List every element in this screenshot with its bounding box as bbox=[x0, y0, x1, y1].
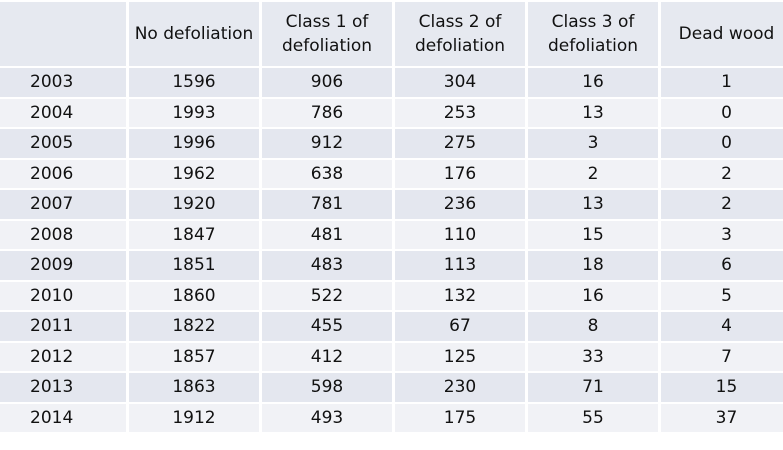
value-cell: 1822 bbox=[129, 312, 259, 341]
value-cell: 110 bbox=[395, 220, 525, 249]
value-cell: 8 bbox=[528, 312, 658, 341]
corner-cell bbox=[0, 2, 126, 66]
value-cell: 481 bbox=[262, 220, 392, 249]
value-cell: 16 bbox=[528, 68, 658, 97]
value-cell: 1962 bbox=[129, 159, 259, 188]
value-cell: 2 bbox=[661, 159, 783, 188]
value-cell: 67 bbox=[395, 312, 525, 341]
value-cell: 0 bbox=[661, 129, 783, 158]
value-cell: 2 bbox=[528, 159, 658, 188]
value-cell: 1 bbox=[661, 68, 783, 97]
value-cell: 236 bbox=[395, 190, 525, 219]
table-row: 2007 1920 781 236 13 2 bbox=[0, 190, 783, 219]
value-cell: 253 bbox=[395, 98, 525, 127]
table-row: 2005 1996 912 275 3 0 bbox=[0, 129, 783, 158]
table-row: 2008 1847 481 110 15 3 bbox=[0, 220, 783, 249]
table-row: 2004 1993 786 253 13 0 bbox=[0, 98, 783, 127]
value-cell: 55 bbox=[528, 403, 658, 432]
value-cell: 175 bbox=[395, 403, 525, 432]
value-cell: 1847 bbox=[129, 220, 259, 249]
value-cell: 1920 bbox=[129, 190, 259, 219]
value-cell: 3 bbox=[661, 220, 783, 249]
year-cell: 2013 bbox=[0, 373, 126, 402]
value-cell: 37 bbox=[661, 403, 783, 432]
value-cell: 113 bbox=[395, 251, 525, 280]
year-cell: 2008 bbox=[0, 220, 126, 249]
value-cell: 16 bbox=[528, 281, 658, 310]
year-cell: 2004 bbox=[0, 98, 126, 127]
year-cell: 2009 bbox=[0, 251, 126, 280]
year-cell: 2006 bbox=[0, 159, 126, 188]
value-cell: 493 bbox=[262, 403, 392, 432]
value-cell: 483 bbox=[262, 251, 392, 280]
table-row: 2012 1857 412 125 33 7 bbox=[0, 342, 783, 371]
value-cell: 1596 bbox=[129, 68, 259, 97]
column-header: Class 2 of defoliation bbox=[395, 2, 525, 66]
value-cell: 125 bbox=[395, 342, 525, 371]
table-row: 2014 1912 493 175 55 37 bbox=[0, 403, 783, 432]
value-cell: 1860 bbox=[129, 281, 259, 310]
value-cell: 304 bbox=[395, 68, 525, 97]
defoliation-table: No defoliation Class 1 of defoliation Clas… bbox=[0, 2, 783, 432]
table-row: 2010 1860 522 132 16 5 bbox=[0, 281, 783, 310]
value-cell: 7 bbox=[661, 342, 783, 371]
value-cell: 906 bbox=[262, 68, 392, 97]
value-cell: 0 bbox=[661, 98, 783, 127]
column-header: Class 3 of defoliation bbox=[528, 2, 658, 66]
table-body: 2003 1596 906 304 16 1 2004 1993 786 253 13 0 2005 19… bbox=[0, 68, 783, 432]
value-cell: 4 bbox=[661, 312, 783, 341]
year-cell: 2014 bbox=[0, 403, 126, 432]
table-row: 2013 1863 598 230 71 15 bbox=[0, 373, 783, 402]
value-cell: 13 bbox=[528, 190, 658, 219]
value-cell: 412 bbox=[262, 342, 392, 371]
year-cell: 2003 bbox=[0, 68, 126, 97]
value-cell: 1863 bbox=[129, 373, 259, 402]
value-cell: 71 bbox=[528, 373, 658, 402]
table-row: 2006 1962 638 176 2 2 bbox=[0, 159, 783, 188]
value-cell: 912 bbox=[262, 129, 392, 158]
column-header: No defoliation bbox=[129, 2, 259, 66]
value-cell: 15 bbox=[661, 373, 783, 402]
value-cell: 1996 bbox=[129, 129, 259, 158]
value-cell: 5 bbox=[661, 281, 783, 310]
header-row: No defoliation Class 1 of defoliation Clas… bbox=[0, 2, 783, 66]
year-cell: 2005 bbox=[0, 129, 126, 158]
value-cell: 18 bbox=[528, 251, 658, 280]
value-cell: 275 bbox=[395, 129, 525, 158]
table-row: 2003 1596 906 304 16 1 bbox=[0, 68, 783, 97]
value-cell: 132 bbox=[395, 281, 525, 310]
value-cell: 6 bbox=[661, 251, 783, 280]
year-cell: 2012 bbox=[0, 342, 126, 371]
year-cell: 2010 bbox=[0, 281, 126, 310]
value-cell: 1851 bbox=[129, 251, 259, 280]
value-cell: 2 bbox=[661, 190, 783, 219]
value-cell: 176 bbox=[395, 159, 525, 188]
value-cell: 781 bbox=[262, 190, 392, 219]
value-cell: 1993 bbox=[129, 98, 259, 127]
table-row: 2011 1822 455 67 8 4 bbox=[0, 312, 783, 341]
column-header: Class 1 of defoliation bbox=[262, 2, 392, 66]
value-cell: 455 bbox=[262, 312, 392, 341]
value-cell: 522 bbox=[262, 281, 392, 310]
value-cell: 3 bbox=[528, 129, 658, 158]
value-cell: 230 bbox=[395, 373, 525, 402]
value-cell: 638 bbox=[262, 159, 392, 188]
value-cell: 598 bbox=[262, 373, 392, 402]
value-cell: 33 bbox=[528, 342, 658, 371]
table-row: 2009 1851 483 113 18 6 bbox=[0, 251, 783, 280]
value-cell: 15 bbox=[528, 220, 658, 249]
value-cell: 1857 bbox=[129, 342, 259, 371]
column-header: Dead wood bbox=[661, 2, 783, 66]
value-cell: 13 bbox=[528, 98, 658, 127]
value-cell: 1912 bbox=[129, 403, 259, 432]
year-cell: 2007 bbox=[0, 190, 126, 219]
value-cell: 786 bbox=[262, 98, 392, 127]
year-cell: 2011 bbox=[0, 312, 126, 341]
